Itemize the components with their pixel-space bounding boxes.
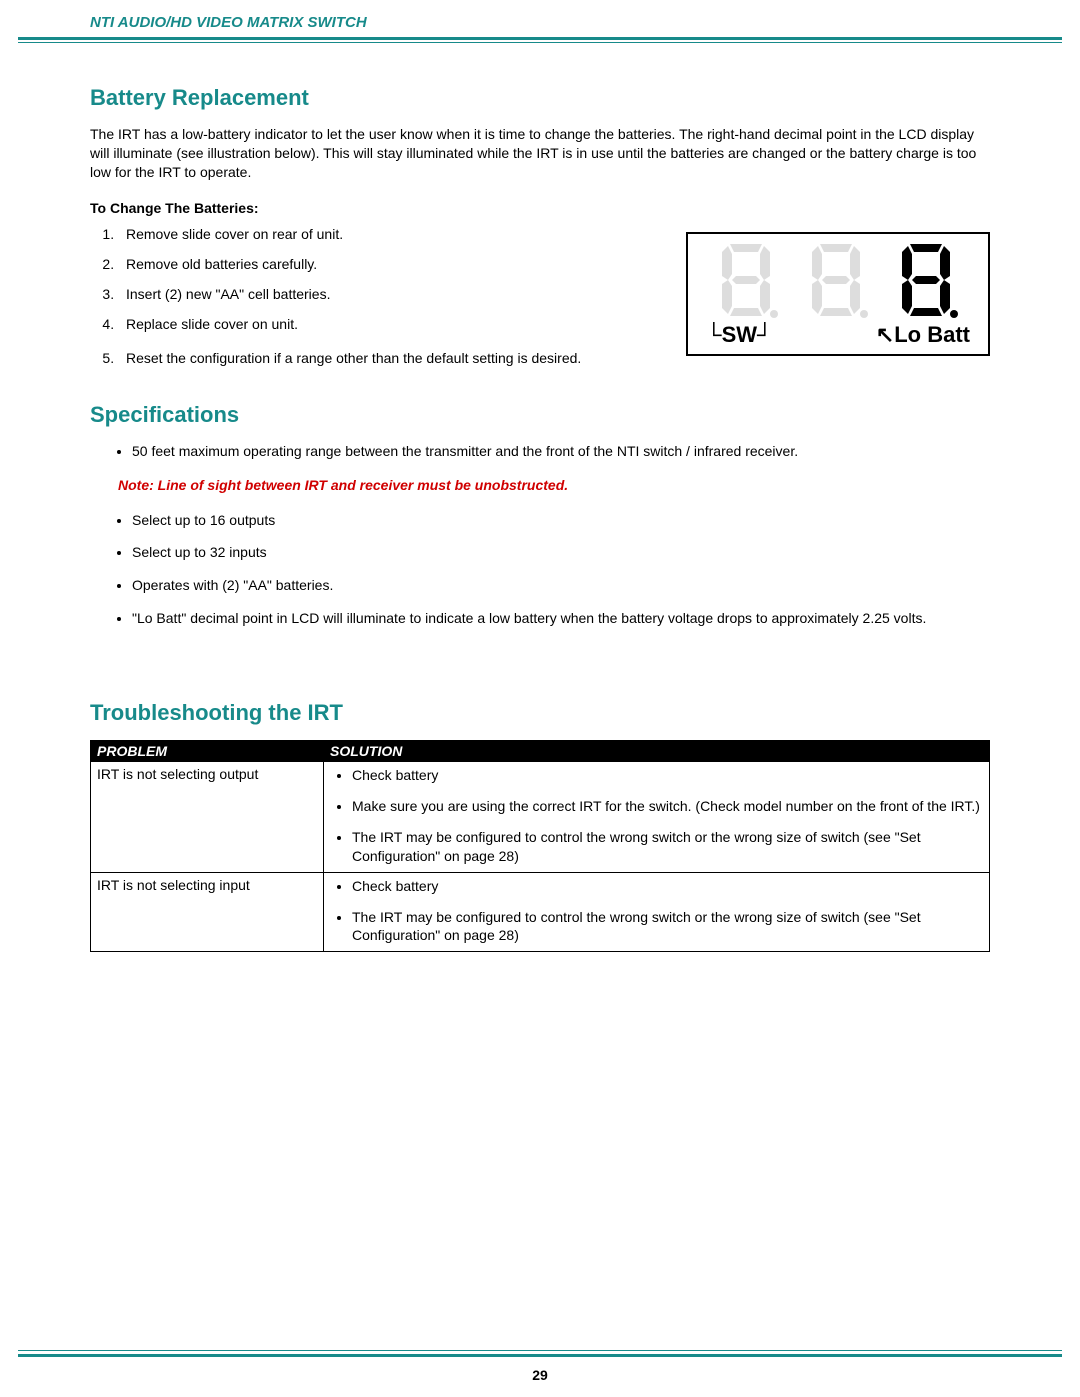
problem-cell: IRT is not selecting input (91, 872, 324, 952)
battery-steps-list: Remove slide cover on rear of unit. Remo… (90, 226, 662, 332)
arrow-icon: ↖ (876, 322, 894, 347)
bracket-icon: └ (706, 322, 722, 347)
spec-item: Select up to 16 outputs (132, 511, 990, 530)
content-area: Battery Replacement The IRT has a low-ba… (0, 43, 1080, 952)
problem-cell: IRT is not selecting output (91, 762, 324, 873)
sw-text: SW (722, 322, 757, 347)
troubleshoot-table: PROBLEM SOLUTION IRT is not selecting ou… (90, 740, 990, 952)
header-title: NTI AUDIO/HD VIDEO MATRIX SWITCH (0, 0, 1080, 37)
solution-list: Check battery Make sure you are using th… (330, 766, 983, 866)
table-row: IRT is not selecting output Check batter… (91, 762, 990, 873)
spec-item: Operates with (2) "AA" batteries. (132, 576, 990, 595)
bracket-icon: ┘ (757, 322, 773, 347)
step-item: Replace slide cover on unit. (118, 316, 662, 332)
seven-segment-digit (798, 240, 878, 320)
section-heading-troubleshoot: Troubleshooting the IRT (90, 700, 990, 726)
spec-item: "Lo Batt" decimal point in LCD will illu… (132, 609, 990, 628)
specs-list-bottom: Select up to 16 outputs Select up to 32 … (90, 511, 990, 629)
step-item: Remove old batteries carefully. (118, 256, 662, 272)
col-solution: SOLUTION (324, 741, 990, 762)
lcd-label-row: └SW┘ ↖Lo Batt (688, 322, 988, 354)
solution-item: Check battery (352, 766, 983, 785)
solution-item: Make sure you are using the correct IRT … (352, 797, 983, 816)
footer-rule-thick (18, 1354, 1062, 1357)
solution-item: Check battery (352, 877, 983, 896)
lcd-sw-label: └SW┘ (706, 322, 773, 348)
lobatt-text: Lo Batt (894, 322, 970, 347)
solution-cell: Check battery Make sure you are using th… (324, 762, 990, 873)
section-heading-specs: Specifications (90, 402, 990, 428)
lcd-digits-row (688, 234, 988, 322)
subhead-change-batteries: To Change The Batteries: (90, 200, 990, 216)
step-item: Remove slide cover on rear of unit. (118, 226, 662, 242)
specs-list-top: 50 feet maximum operating range between … (90, 442, 990, 461)
solution-item: The IRT may be configured to control the… (352, 908, 983, 946)
table-header-row: PROBLEM SOLUTION (91, 741, 990, 762)
page-number: 29 (0, 1367, 1080, 1383)
battery-paragraph: The IRT has a low-battery indicator to l… (90, 125, 990, 182)
solution-item: The IRT may be configured to control the… (352, 828, 983, 866)
seven-segment-digit (708, 240, 788, 320)
document-page: NTI AUDIO/HD VIDEO MATRIX SWITCH Battery… (0, 0, 1080, 1397)
col-problem: PROBLEM (91, 741, 324, 762)
header-rule-thick (18, 37, 1062, 40)
spec-item: Select up to 32 inputs (132, 543, 990, 562)
seven-segment-digit (888, 240, 968, 320)
note-line-of-sight: Note: Line of sight between IRT and rece… (118, 477, 990, 493)
lcd-illustration: └SW┘ ↖Lo Batt (686, 232, 990, 356)
section-heading-battery: Battery Replacement (90, 85, 990, 111)
table-row: IRT is not selecting input Check battery… (91, 872, 990, 952)
solution-list: Check battery The IRT may be configured … (330, 877, 983, 946)
battery-steps-col: Remove slide cover on rear of unit. Remo… (90, 226, 662, 350)
footer-rule-thin (18, 1350, 1062, 1351)
step-item: Insert (2) new "AA" cell batteries. (118, 286, 662, 302)
solution-cell: Check battery The IRT may be configured … (324, 872, 990, 952)
battery-row: Remove slide cover on rear of unit. Remo… (90, 226, 990, 356)
spec-item: 50 feet maximum operating range between … (132, 442, 990, 461)
lcd-lobatt-label: ↖Lo Batt (876, 322, 970, 348)
